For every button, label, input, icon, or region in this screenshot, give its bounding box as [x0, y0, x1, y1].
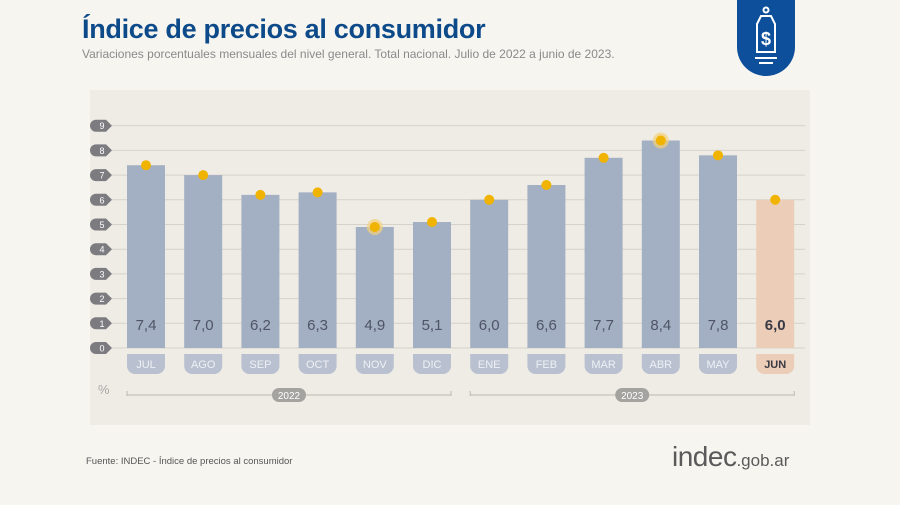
price-tag-logo: $ — [737, 0, 795, 76]
y-tick-label: 0 — [99, 344, 104, 354]
data-point — [198, 170, 209, 181]
y-tick-badge — [90, 342, 112, 354]
year-label: 2022 — [278, 391, 301, 402]
y-tick-badge — [90, 317, 112, 330]
x-tick-label: JUL — [136, 359, 156, 371]
y-tick-badge — [90, 119, 112, 132]
data-label: 8,4 — [650, 317, 671, 334]
bar-dic — [413, 222, 451, 348]
y-tick-badge — [90, 243, 112, 256]
bar-mar — [584, 157, 623, 348]
page-subtitle: Variaciones porcentuales mensuales del n… — [82, 47, 615, 61]
x-tick-label: MAR — [591, 359, 616, 371]
x-tick-badge — [298, 354, 337, 374]
y-tick-label: 3 — [99, 269, 104, 279]
y-tick-label: 7 — [99, 171, 104, 181]
x-tick-badge — [184, 354, 223, 374]
data-label: 7,8 — [708, 317, 729, 334]
y-tick-label: 4 — [99, 245, 104, 255]
source-note: Fuente: INDEC - Índice de precios al con… — [86, 456, 293, 467]
bar-sep — [241, 194, 280, 348]
x-tick-label: FEB — [536, 359, 557, 371]
page-title: Índice de precios al consumidor — [82, 14, 486, 44]
data-label: 7,7 — [593, 317, 614, 334]
data-label: 6,6 — [536, 317, 557, 334]
x-tick-label: NOV — [363, 359, 388, 371]
x-tick-badge — [241, 354, 280, 374]
y-tick-badge — [90, 267, 112, 280]
x-tick-badge — [756, 354, 795, 374]
x-tick-badge — [584, 354, 623, 374]
bar-nov — [355, 226, 394, 348]
y-tick-label: 6 — [99, 195, 104, 205]
x-tick-label: DIC — [423, 359, 442, 371]
data-point — [598, 152, 609, 163]
x-tick-badge — [641, 354, 680, 374]
data-label: 6,3 — [307, 317, 328, 334]
data-point — [141, 160, 151, 171]
data-label: 6,0 — [479, 317, 500, 334]
data-point — [655, 135, 666, 146]
data-point — [312, 187, 323, 198]
y-tick-label: 8 — [99, 146, 104, 156]
data-label: 4,9 — [364, 317, 385, 334]
brand-suffix: .gob.ar — [736, 451, 790, 470]
bar-jun — [756, 199, 795, 348]
brand-logo: indec.gob.ar — [672, 441, 789, 473]
year-badge — [272, 388, 306, 402]
y-tick-label: 5 — [99, 220, 104, 230]
y-tick-badge — [90, 292, 112, 305]
data-point — [255, 189, 266, 200]
bar-ene — [470, 199, 509, 348]
x-tick-badge — [413, 354, 451, 374]
y-tick-badge — [90, 193, 112, 206]
bar-feb — [527, 184, 566, 348]
y-tick-badge — [90, 218, 112, 231]
bar-may — [699, 155, 737, 348]
data-label: 6,2 — [250, 317, 271, 334]
data-point — [484, 194, 495, 205]
price-tag-icon: $ — [755, 6, 777, 64]
x-tick-label: OCT — [306, 359, 330, 371]
x-tick-badge — [527, 354, 566, 374]
data-point — [427, 217, 437, 228]
x-tick-label: SEP — [249, 359, 271, 371]
year-badge — [615, 388, 650, 402]
data-label: 7,4 — [136, 317, 157, 334]
y-tick-badge — [90, 169, 112, 182]
x-tick-label: MAY — [706, 359, 730, 371]
x-tick-badge — [699, 354, 737, 374]
bar-jul — [127, 165, 165, 348]
bar-oct — [298, 192, 337, 348]
data-label: 5,1 — [422, 317, 443, 334]
y-tick-label: 1 — [99, 319, 104, 329]
x-tick-label: JUN — [764, 359, 786, 371]
x-tick-badge — [470, 354, 509, 374]
bar-abr — [641, 140, 680, 348]
y-tick-label: 2 — [99, 294, 104, 304]
x-tick-badge — [355, 354, 394, 374]
data-point — [541, 179, 552, 190]
svg-text:$: $ — [761, 29, 771, 49]
y-axis-unit: % — [98, 382, 110, 397]
data-point — [713, 150, 723, 161]
x-tick-badge — [127, 354, 165, 374]
brand-main: indec — [672, 441, 737, 472]
data-label: 6,0 — [765, 317, 786, 334]
bar-ago — [184, 175, 223, 348]
x-tick-label: ABR — [649, 359, 672, 371]
x-tick-label: ENE — [478, 359, 501, 371]
x-tick-label: AGO — [191, 359, 216, 371]
data-point — [369, 221, 380, 232]
y-tick-label: 9 — [99, 121, 104, 131]
y-tick-badge — [90, 144, 112, 157]
data-point — [770, 194, 781, 205]
data-label: 7,0 — [193, 317, 214, 334]
year-label: 2023 — [621, 391, 644, 402]
